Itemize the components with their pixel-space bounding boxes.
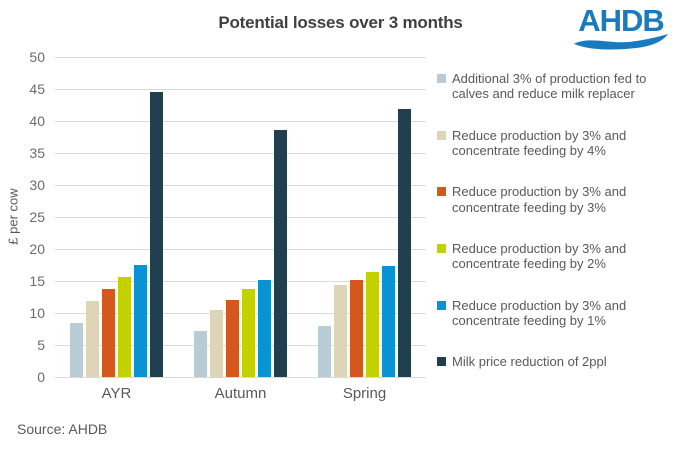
y-tick-label: 15: [29, 273, 45, 289]
y-tick-label: 50: [29, 49, 45, 65]
x-tick-label: AYR: [101, 385, 132, 402]
bar: [242, 289, 255, 377]
y-tick-label: 10: [29, 305, 45, 321]
bar: [366, 272, 379, 377]
ahdb-logo-wave-icon: [573, 34, 669, 50]
bar: [134, 265, 147, 377]
bar-group: AYR: [70, 92, 163, 402]
gridline: [55, 377, 426, 378]
bar: [274, 130, 287, 377]
legend-item: Reduce production by 3% and concentrate …: [437, 128, 677, 159]
y-tick-label: 25: [29, 209, 45, 225]
bar: [226, 300, 239, 377]
y-tick-label: 0: [37, 369, 45, 385]
bar-group: Spring: [318, 109, 411, 402]
gridline: [55, 217, 426, 218]
legend-swatch: [437, 187, 446, 197]
legend-swatch: [437, 357, 446, 367]
bar: [70, 323, 83, 377]
legend-label: Reduce production by 3% and concentrate …: [452, 297, 627, 328]
legend-item: Reduce production by 3% and concentrate …: [437, 241, 677, 272]
y-tick-label: 35: [29, 145, 45, 161]
bar: [318, 326, 331, 377]
x-tick-label: Autumn: [214, 385, 267, 402]
legend-label: Additional 3% of production fed to calve…: [452, 71, 647, 102]
ahdb-logo-text: AHDB: [578, 3, 665, 38]
legend-item: Additional 3% of production fed to calve…: [437, 71, 677, 102]
plot-area: AYR Autumn Spring: [55, 57, 426, 402]
ahdb-logo: AHDB: [565, 5, 677, 50]
gridline: [55, 57, 426, 58]
gridline: [55, 313, 426, 314]
gridline: [55, 249, 426, 250]
legend-item: Milk price reduction of 2ppl: [437, 354, 677, 369]
bar-group: Autumn: [194, 130, 287, 402]
legend: Additional 3% of production fed to calve…: [437, 71, 677, 370]
legend-swatch: [437, 300, 446, 310]
bar: [118, 277, 131, 377]
legend-swatch: [437, 130, 446, 140]
bar: [150, 92, 163, 377]
bar: [210, 310, 223, 377]
legend-label: Reduce production by 3% and concentrate …: [452, 127, 627, 158]
chart-title: Potential losses over 3 months: [218, 13, 463, 32]
bar: [350, 280, 363, 377]
gridline: [55, 121, 426, 122]
gridline: [55, 281, 426, 282]
y-tick-label: 30: [29, 177, 45, 193]
bar: [398, 109, 411, 377]
y-tick-label: 40: [29, 113, 45, 129]
gridline: [55, 345, 426, 346]
gridline: [55, 89, 426, 90]
bar: [194, 331, 207, 377]
x-tick-label: Spring: [342, 385, 387, 402]
gridline: [55, 153, 426, 154]
y-tick-label: 5: [37, 337, 45, 353]
legend-label: Milk price reduction of 2ppl: [452, 354, 607, 370]
legend-label: Reduce production by 3% and concentrate …: [452, 184, 627, 215]
bar-groups: AYR Autumn Spring: [55, 57, 426, 402]
y-tick-label: 20: [29, 241, 45, 257]
legend-item: Reduce production by 3% and concentrate …: [437, 298, 677, 329]
bar: [86, 301, 99, 377]
source-note: Source: AHDB: [17, 421, 108, 437]
bar: [382, 266, 395, 377]
bar: [258, 280, 271, 377]
legend-item: Reduce production by 3% and concentrate …: [437, 184, 677, 215]
legend-swatch: [437, 243, 446, 253]
gridline: [55, 185, 426, 186]
legend-swatch: [437, 74, 446, 83]
bar: [102, 289, 115, 377]
y-tick-label: 45: [29, 81, 45, 97]
bar: [334, 285, 347, 377]
legend-label: Reduce production by 3% and concentrate …: [452, 240, 627, 272]
